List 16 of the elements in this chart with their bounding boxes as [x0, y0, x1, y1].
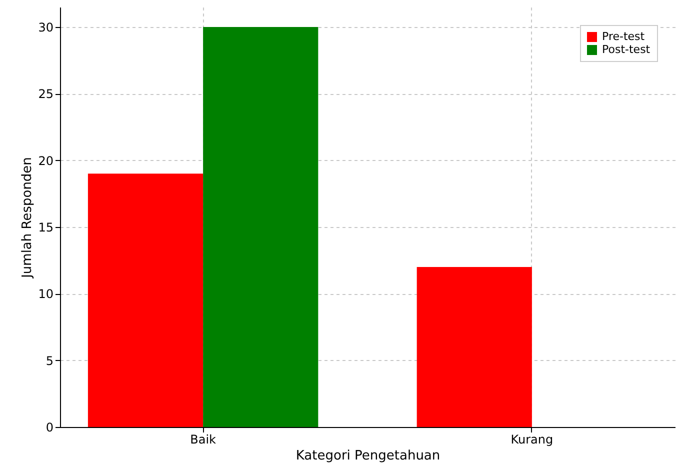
- legend-label: Post-test: [602, 43, 651, 56]
- x-axis-title: Kategori Pengetahuan: [296, 448, 440, 464]
- bar: [416, 267, 532, 427]
- y-tick-label: 20: [38, 154, 54, 168]
- y-tick-label: 15: [38, 220, 54, 234]
- bar: [203, 27, 318, 427]
- bar: [88, 174, 204, 427]
- y-tick-label: 5: [46, 354, 54, 368]
- y-tick-label: 0: [46, 420, 54, 434]
- y-tick-label: 25: [38, 87, 54, 102]
- x-tick-label: Baik: [190, 432, 216, 446]
- x-tick-label: Kurang: [510, 432, 554, 446]
- y-axis-title: Jumlah Responden: [20, 157, 36, 279]
- y-tick-label: 30: [38, 20, 54, 34]
- legend-label: Pre-test: [602, 30, 646, 43]
- y-tick-label: 10: [38, 287, 54, 302]
